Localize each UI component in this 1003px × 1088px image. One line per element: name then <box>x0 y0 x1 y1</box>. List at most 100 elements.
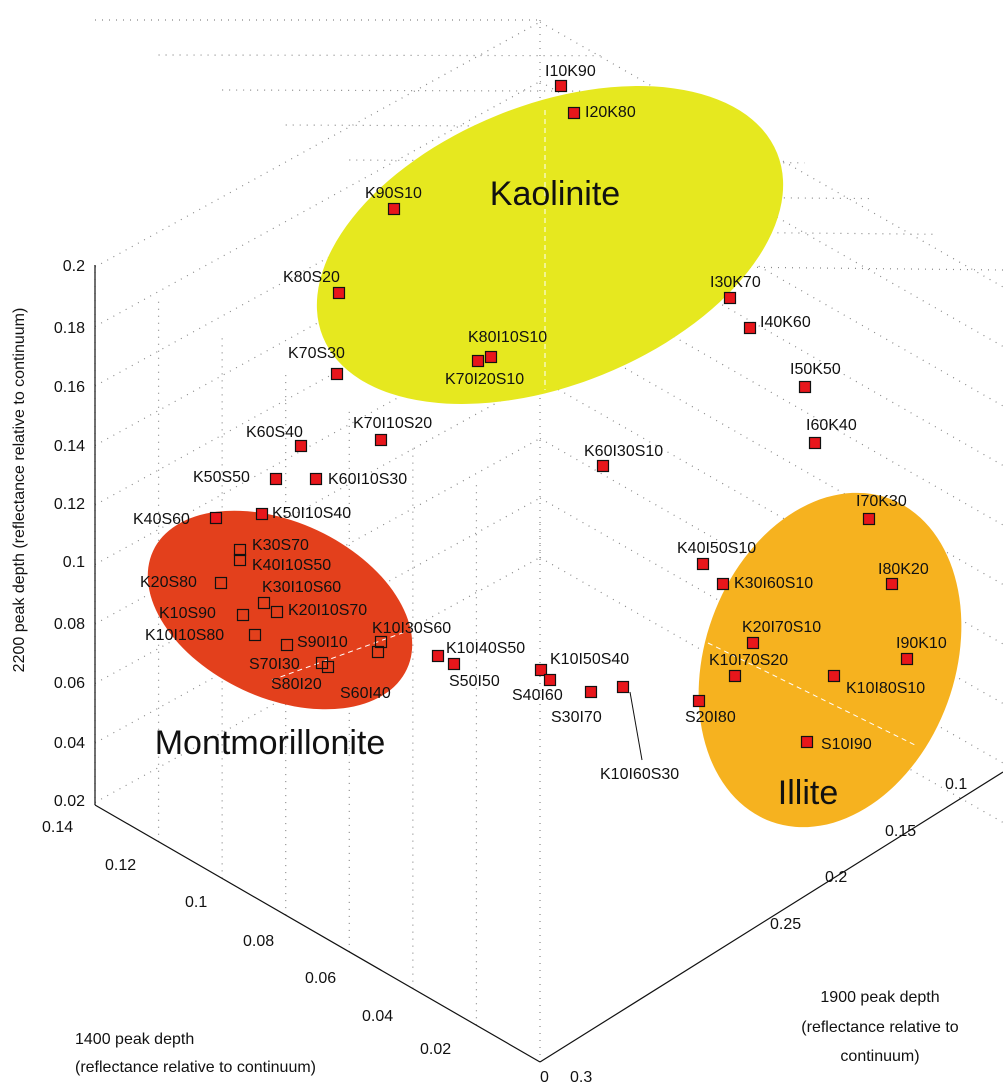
point-marker <box>534 663 548 677</box>
point-label: K10I30S60 <box>372 620 451 637</box>
point-label: K70I20S10 <box>445 371 524 388</box>
point-marker <box>584 685 598 699</box>
z-tick-label: 0.02 <box>54 793 85 810</box>
y-tick-label: 0.2 <box>825 869 847 886</box>
axis-title: continuum) <box>840 1048 919 1065</box>
grid-line <box>539 318 1003 586</box>
z-tick-label: 0.2 <box>63 258 85 275</box>
point-marker <box>270 605 284 619</box>
point-marker <box>374 433 388 447</box>
point-marker <box>332 286 346 300</box>
y-tick-label: 0.25 <box>770 916 801 933</box>
grid-line <box>539 259 1003 526</box>
point-label: K10I50S40 <box>550 651 629 668</box>
point-marker <box>233 553 247 567</box>
point-marker <box>309 472 323 486</box>
z-tick-label: 0.06 <box>54 675 85 692</box>
point-label: I30K70 <box>710 274 761 291</box>
grid-line <box>94 21 541 268</box>
x-tick-label: 0.04 <box>362 1008 393 1025</box>
point-label: S70I30 <box>249 656 300 673</box>
x-tick-label: 0.1 <box>185 894 207 911</box>
point-label: K50I10S40 <box>272 505 351 522</box>
region-label: Montmorillonite <box>155 724 386 762</box>
point-label: K10I10S80 <box>145 627 224 644</box>
grid-line <box>94 497 541 744</box>
grid-line <box>539 378 1003 645</box>
grid-line <box>94 556 541 804</box>
x-tick-label: 0.02 <box>420 1041 451 1058</box>
point-label: K20I10S70 <box>288 602 367 619</box>
point-marker <box>294 439 308 453</box>
point-marker <box>330 367 344 381</box>
point-marker <box>798 380 812 394</box>
point-marker <box>728 669 742 683</box>
point-marker <box>723 291 737 305</box>
point-marker <box>371 645 385 659</box>
montmorillonite-region <box>147 510 413 710</box>
z-tick-label: 0.18 <box>54 320 85 337</box>
region-label: Illite <box>778 774 838 812</box>
point-label: K70I10S20 <box>353 415 432 432</box>
point-marker <box>374 635 388 649</box>
x-tick-label: 0.08 <box>243 933 274 950</box>
divider <box>707 642 916 746</box>
leader-line <box>629 691 643 761</box>
point-label: S90I10 <box>297 634 348 651</box>
z-tick-label: 0.08 <box>54 616 85 633</box>
y-tick-label: 0.1 <box>945 776 967 793</box>
grid-line <box>94 318 541 566</box>
y-tick-label: 0.15 <box>885 823 916 840</box>
point-marker <box>257 596 271 610</box>
point-marker <box>808 436 822 450</box>
point-label: K20S80 <box>140 574 197 591</box>
grid-line <box>94 259 541 506</box>
point-marker <box>827 669 841 683</box>
point-marker <box>248 628 262 642</box>
point-label: K60I10S30 <box>328 471 407 488</box>
point-label: K30I10S60 <box>262 579 341 596</box>
z-tick-label: 0.14 <box>54 438 85 455</box>
point-marker <box>616 680 630 694</box>
z-tick-label: 0.04 <box>54 735 85 752</box>
point-marker <box>484 350 498 364</box>
z-tick-label: 0.1 <box>63 554 85 571</box>
illite-region <box>698 492 962 828</box>
point-label: K20I70S10 <box>742 619 821 636</box>
z-tick-label: 0.12 <box>54 496 85 513</box>
point-label: I70K30 <box>856 493 907 510</box>
point-marker <box>596 459 610 473</box>
point-marker <box>554 79 568 93</box>
point-label: K40I10S50 <box>252 557 331 574</box>
point-label: K10I80S10 <box>846 680 925 697</box>
point-label: K60I30S10 <box>584 443 663 460</box>
x-tick-label: 0.12 <box>105 857 136 874</box>
point-marker <box>800 735 814 749</box>
grid-line <box>94 140 541 387</box>
z-tick-label: 0.16 <box>54 379 85 396</box>
point-marker <box>716 577 730 591</box>
point-label: S20I80 <box>685 709 736 726</box>
grid-line <box>539 140 1003 407</box>
point-label: K30S70 <box>252 537 309 554</box>
axis-title: 1400 peak depth <box>75 1031 194 1048</box>
point-marker <box>431 649 445 663</box>
grid-line <box>158 54 607 57</box>
axis-title: (reflectance relative to <box>801 1019 959 1036</box>
point-label: K10I70S20 <box>709 652 788 669</box>
point-marker <box>321 660 335 674</box>
grid-line <box>94 80 541 328</box>
point-marker <box>387 202 401 216</box>
grid-line <box>539 199 1003 467</box>
point-label: K50S50 <box>193 469 250 486</box>
point-label: K10I40S50 <box>446 640 525 657</box>
kaolinite-region <box>316 86 784 404</box>
point-marker <box>233 543 247 557</box>
point-label: I60K40 <box>806 417 857 434</box>
point-label: K10S90 <box>159 605 216 622</box>
point-label: I20K80 <box>585 104 636 121</box>
grid-line <box>94 199 541 447</box>
point-marker <box>471 354 485 368</box>
point-label: S50I50 <box>449 673 500 690</box>
